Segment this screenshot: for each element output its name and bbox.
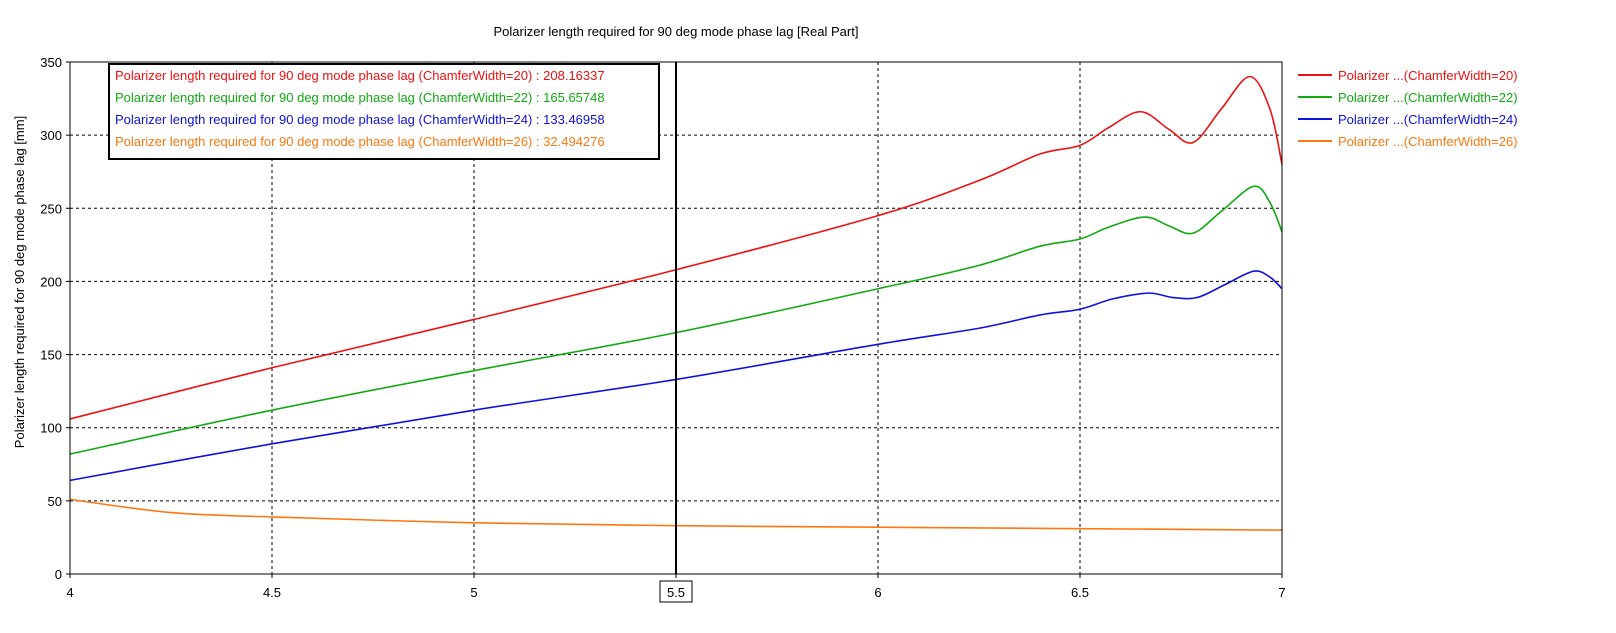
cursor-readout-2: Polarizer length required for 90 deg mod… xyxy=(115,112,605,127)
series-lines xyxy=(69,75,1283,531)
chart-title: Polarizer length required for 90 deg mod… xyxy=(494,24,859,39)
x-tick-label: 6 xyxy=(874,585,881,600)
y-tick-label: 200 xyxy=(40,274,62,289)
axis-ticks: 4 4.5 5 6 6.5 7 0 50 100 150 200 250 300 350 xyxy=(40,55,1285,600)
y-tick-label: 50 xyxy=(48,494,62,509)
series-line-2 xyxy=(69,270,1283,482)
legend-entry-1: Polarizer ...(ChamferWidth=22) xyxy=(1338,90,1518,105)
legend-entry-2: Polarizer ...(ChamferWidth=24) xyxy=(1338,112,1518,127)
cursor-readout-box: Polarizer length required for 90 deg mod… xyxy=(108,63,660,160)
cursor-readout-3: Polarizer length required for 90 deg mod… xyxy=(115,134,605,149)
cursor-readout-1: Polarizer length required for 90 deg mod… xyxy=(115,90,605,105)
cursor-readout-frame xyxy=(108,63,660,160)
y-tick-label: 350 xyxy=(40,55,62,70)
x-tick-label: 6.5 xyxy=(1071,585,1089,600)
legend-entry-0: Polarizer ...(ChamferWidth=20) xyxy=(1338,68,1518,83)
legend: Polarizer ...(ChamferWidth=20) Polarizer … xyxy=(1298,68,1518,149)
y-tick-label: 0 xyxy=(55,567,62,582)
x-tick-label: 4.5 xyxy=(263,585,281,600)
series-line-1 xyxy=(69,185,1283,455)
cursor-readout-0: Polarizer length required for 90 deg mod… xyxy=(115,68,605,83)
y-tick-label: 250 xyxy=(40,201,62,216)
legend-entry-3: Polarizer ...(ChamferWidth=26) xyxy=(1338,134,1518,149)
y-tick-label: 100 xyxy=(40,421,62,436)
y-axis-label: Polarizer length required for 90 deg mod… xyxy=(12,116,27,448)
y-tick-label: 300 xyxy=(40,128,62,143)
y-tick-label: 150 xyxy=(40,348,62,363)
x-tick-label: 7 xyxy=(1278,585,1285,600)
x-tick-label: 4 xyxy=(66,585,73,600)
series-line-0 xyxy=(69,75,1283,420)
cursor[interactable]: 5.5 xyxy=(659,62,693,603)
x-tick-label: 5 xyxy=(470,585,477,600)
cursor-label-box xyxy=(659,580,693,603)
series-line-3 xyxy=(69,498,1283,531)
cursor-x-label: 5.5 xyxy=(667,585,685,600)
